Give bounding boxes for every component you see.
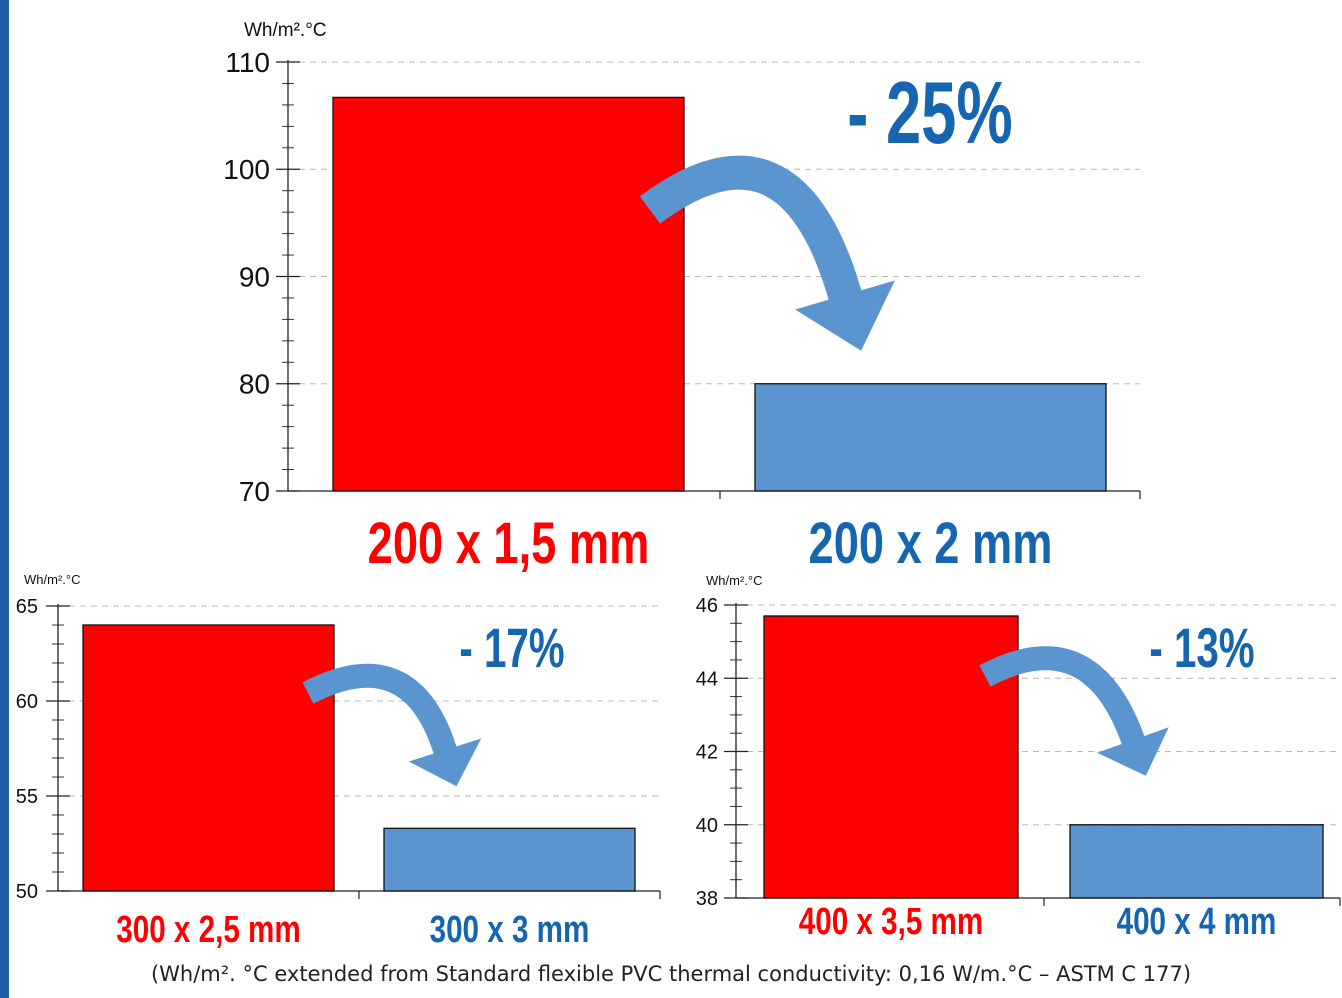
footnote: (Wh/m². °C extended from Standard flexib… [150,962,1192,986]
left-accent-bar [0,0,9,998]
y-unit-label: Wh/m².°C [244,20,327,41]
percent-reduction-label: - 13% [1149,618,1254,680]
y-tick-label: 40 [696,815,718,837]
category-label: 400 x 4 mm [1117,901,1277,943]
y-tick-label: 60 [16,691,38,713]
bar-blue [383,827,636,892]
category-label: 200 x 2 mm [809,512,1053,577]
curved-arrow-icon [302,663,482,787]
y-tick-label: 55 [16,786,38,808]
percent-reduction-label: - 25% [847,65,1012,163]
bar-blue [1069,824,1324,899]
y-tick-label: 100 [223,154,270,185]
bar-chart-400mm: 38 40 42 44 46 Wh/m².°C 400 x 3,5 mm 400 x 4 mm… [696,573,1341,943]
bar-red [763,615,1019,899]
bar-chart-200mm: 70 80 90 100 110 Wh/m².°C 200 x 1,5 mm 200 x 2 … [223,20,1141,577]
bar-blue [754,383,1107,492]
y-tick-label: 70 [239,476,270,507]
y-tick-label: 65 [16,596,38,618]
curved-arrow-icon [979,646,1169,776]
category-label: 200 x 1,5 mm [368,512,650,577]
y-tick-label: 90 [239,261,270,292]
category-label: 300 x 2,5 mm [116,909,300,951]
y-tick-label: 42 [696,742,718,764]
y-tick-label: 80 [239,369,270,400]
y-unit-label: Wh/m².°C [24,572,80,587]
bar-chart-300mm: 50 55 60 65 Wh/m².°C 300 x 2,5 mm 300 x 3 mm - … [16,572,661,951]
percent-reduction-label: - 17% [459,618,564,680]
category-label: 300 x 3 mm [430,909,590,951]
y-tick-label: 50 [16,881,38,903]
y-tick-label: 110 [225,47,270,78]
bar-red [332,96,685,492]
y-tick-label: 46 [696,595,718,617]
y-tick-label: 38 [696,888,718,910]
category-label: 400 x 3,5 mm [799,901,983,943]
curved-arrow-icon [639,155,895,351]
bar-red [82,624,335,892]
y-tick-label: 44 [696,668,718,690]
y-unit-label: Wh/m².°C [706,573,762,588]
